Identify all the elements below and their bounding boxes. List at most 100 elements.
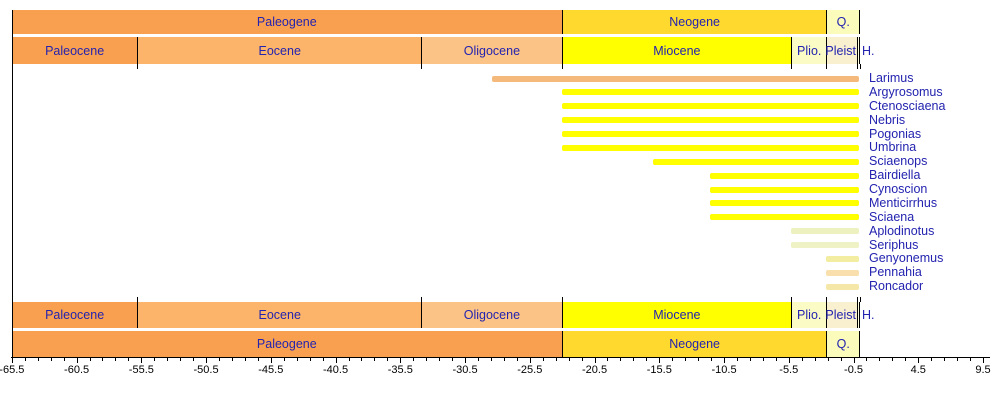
x-axis-tick-label: -5.5 <box>779 364 799 376</box>
epoch-boundary-tick <box>561 297 563 302</box>
epoch-boundary-tick <box>561 64 563 69</box>
x-axis-minor-tick <box>24 357 26 361</box>
x-axis-major-tick <box>724 357 726 363</box>
x-axis-minor-tick <box>685 357 687 361</box>
x-axis-minor-tick <box>957 357 959 361</box>
period-bottom-box-q: Q. <box>826 331 860 357</box>
epoch-boundary-tick <box>137 297 139 302</box>
x-axis-minor-tick <box>503 357 505 361</box>
x-axis-minor-tick <box>231 357 233 361</box>
epoch-boundary-tick <box>137 64 139 69</box>
x-axis-minor-tick <box>309 357 311 361</box>
x-axis-tick-label: -20.5 <box>581 364 608 376</box>
x-axis-tick-label: -65.5 <box>0 364 25 376</box>
x-axis-minor-tick <box>322 357 324 361</box>
x-axis-tick-label: -50.5 <box>193 364 219 376</box>
x-axis-minor-tick <box>193 357 195 361</box>
epoch-bottom-box-h <box>857 302 860 328</box>
x-axis-major-tick <box>11 357 13 363</box>
genus-label-nebris: Nebris <box>869 112 906 127</box>
genus-label-roncador: Roncador <box>869 279 924 294</box>
x-axis-major-tick <box>788 357 790 363</box>
x-axis-minor-tick <box>102 357 104 361</box>
period-top-box-neogene: Neogene <box>561 10 827 34</box>
x-axis-minor-tick <box>63 357 65 361</box>
x-axis-minor-tick <box>905 357 907 361</box>
range-bar-roncador <box>826 283 859 290</box>
epoch-bottom-label-h: H. <box>862 308 875 322</box>
epoch-bottom-box-oligocene: Oligocene <box>421 302 562 328</box>
range-bar-umbrina <box>561 144 859 151</box>
x-axis-minor-tick <box>50 357 52 361</box>
range-bar-larimus <box>492 75 859 82</box>
x-axis-minor-tick <box>180 357 182 361</box>
x-axis-tick-label: -55.5 <box>128 364 154 376</box>
epoch-boundary-tick <box>421 297 423 302</box>
x-axis-minor-tick <box>801 357 803 361</box>
x-axis-tick-label: -15.5 <box>646 364 672 376</box>
x-axis-minor-tick <box>452 357 454 361</box>
x-axis-line <box>11 357 990 358</box>
x-axis-major-tick <box>659 357 661 363</box>
range-bar-aplodinotus <box>790 228 859 235</box>
x-axis-minor-tick <box>296 357 298 361</box>
x-axis-minor-tick <box>944 357 946 361</box>
x-axis-minor-tick <box>711 357 713 361</box>
x-axis-minor-tick <box>646 357 648 361</box>
range-bar-sciaenops <box>653 158 859 165</box>
x-axis-minor-tick <box>244 357 246 361</box>
genus-label-menticirrhus: Menticirrhus <box>869 195 938 210</box>
range-bar-ctenosciaena <box>561 103 859 110</box>
x-axis-major-tick <box>76 357 78 363</box>
epoch-bottom-box-miocene: Miocene <box>561 302 791 328</box>
x-axis-tick-label: -40.5 <box>323 364 349 376</box>
x-axis-minor-tick <box>128 357 130 361</box>
x-axis-tick-label: -0.5 <box>844 364 863 376</box>
x-axis-minor-tick <box>749 357 751 361</box>
x-axis-major-tick <box>594 357 596 363</box>
x-axis-major-tick <box>853 357 855 363</box>
x-axis-tick-label: 4.5 <box>910 364 926 376</box>
x-axis-major-tick <box>270 357 272 363</box>
genus-label-cynoscion: Cynoscion <box>869 182 928 197</box>
epoch-top-box-oligocene: Oligocene <box>421 37 562 64</box>
epoch-bottom-box-paleocene: Paleocene <box>11 302 138 328</box>
epoch-top-box-pleist: Pleist. <box>825 37 859 64</box>
epoch-top-box-miocene: Miocene <box>561 37 791 64</box>
x-axis-minor-tick <box>775 357 777 361</box>
x-axis-minor-tick <box>892 357 894 361</box>
genus-label-umbrina: Umbrina <box>869 140 917 155</box>
epoch-top-box-plio: Plio. <box>790 37 827 64</box>
x-axis-minor-tick <box>672 357 674 361</box>
epoch-boundary-tick <box>790 64 792 69</box>
epoch-top-box-eocene: Eocene <box>137 37 422 64</box>
x-axis-minor-tick <box>607 357 609 361</box>
x-axis-minor-tick <box>840 357 842 361</box>
period-top-box-q: Q. <box>826 10 860 34</box>
genus-label-argyrosomus: Argyrosomus <box>869 84 943 99</box>
x-axis-tick-label: -35.5 <box>387 364 413 376</box>
x-axis-major-tick <box>918 357 920 363</box>
genus-label-pennahia: Pennahia <box>869 265 922 280</box>
range-bar-genyonemus <box>826 255 859 262</box>
x-axis-minor-tick <box>374 357 376 361</box>
range-bar-seriphus <box>790 242 859 249</box>
x-axis-minor-tick <box>361 357 363 361</box>
x-axis-tick-label: -25.5 <box>517 364 543 376</box>
range-bar-argyrosomus <box>561 89 859 96</box>
x-axis-minor-tick <box>814 357 816 361</box>
epoch-boundary-tick <box>860 64 861 69</box>
genus-label-larimus: Larimus <box>869 71 914 85</box>
x-axis-major-tick <box>335 357 337 363</box>
x-axis-minor-tick <box>89 357 91 361</box>
epoch-bottom-box-eocene: Eocene <box>137 302 422 328</box>
range-bar-sciaena <box>709 214 859 221</box>
genus-label-genyonemus: Genyonemus <box>869 251 944 266</box>
epoch-top-label-h: H. <box>862 43 875 58</box>
epoch-top-box-h <box>857 37 860 64</box>
period-bottom-box-paleogene: Paleogene <box>11 331 562 357</box>
epoch-bottom-box-pleist: Pleist. <box>825 302 859 328</box>
x-axis-minor-tick <box>426 357 428 361</box>
epoch-boundary-tick <box>857 64 859 69</box>
